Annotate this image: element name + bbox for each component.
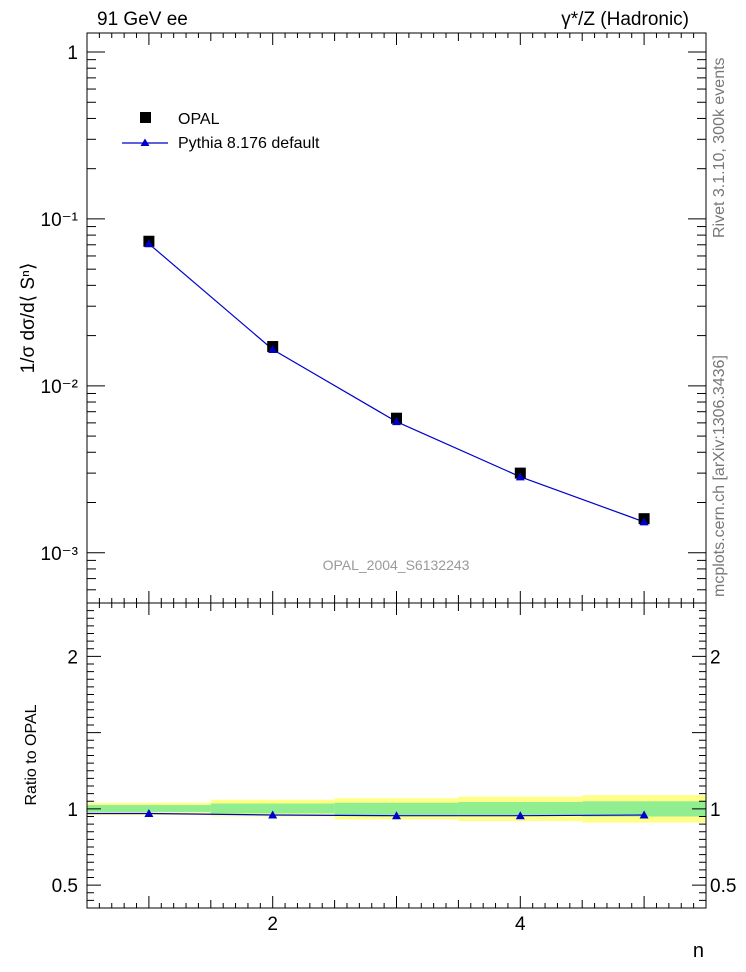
pythia-data-point	[639, 517, 649, 526]
legend-pythia-marker	[140, 138, 150, 146]
pythia-data-point	[144, 239, 154, 248]
pythia-line	[148, 243, 645, 523]
main-y-tick-label: 10⁻¹	[41, 210, 79, 231]
x-tick-label: 4	[515, 914, 526, 935]
mcplots-source-label: mcplots.cern.ch [arXiv:1306.3436]	[711, 355, 728, 597]
ratio-data-point	[268, 810, 278, 819]
pythia-data-point	[515, 472, 525, 481]
legend-opal-label: OPAL	[178, 111, 220, 128]
ratio-y-tick-label-right: 2	[710, 647, 721, 668]
legend: OPAL Pythia 8.176 default	[122, 111, 320, 152]
ratio-bands-layer	[87, 795, 706, 823]
stat-band	[458, 802, 583, 815]
ratio-data-point	[639, 810, 649, 819]
ratio-y-tick-label: 2	[67, 647, 78, 668]
ratio-data-point	[144, 808, 154, 817]
ratio-line	[87, 812, 645, 817]
ratio-data-point	[392, 811, 401, 820]
main-y-axis-label: 1/σ dσ/d⟨ Sⁿ⟩	[18, 263, 39, 374]
x-tick-label: 2	[267, 914, 278, 935]
stat-band	[87, 805, 211, 812]
ratio-data-layer	[87, 808, 649, 820]
ratio-frame	[86, 602, 707, 909]
pythia-data-point	[268, 345, 278, 354]
main-y-tick-label: 1	[67, 43, 78, 64]
main-y-tick-label: 10⁻³	[41, 544, 79, 565]
legend-pythia-label: Pythia 8.176 default	[178, 135, 320, 152]
stat-band	[582, 801, 706, 817]
ratio-panel: 2 4 0.5 0.5 1 1 2 2 Ratio to OPAL n	[23, 602, 736, 962]
main-panel: 10⁻³ 10⁻² 10⁻¹ 1 OPAL_2004_S6132243 1/σ dσ/…	[18, 32, 707, 604]
ratio-y-axis-label: Ratio to OPAL	[23, 704, 40, 805]
legend-opal-marker	[140, 112, 151, 123]
header-right-label: γ*/Z (Hadronic)	[561, 9, 689, 30]
rivet-version-label: Rivet 3.1.10, 300k events	[711, 57, 728, 238]
main-y-tick-label: 10⁻²	[41, 377, 79, 398]
watermark-label: OPAL_2004_S6132243	[323, 557, 470, 573]
ratio-y-tick-label-right: 1	[710, 800, 721, 821]
header-left-label: 91 GeV ee	[97, 9, 188, 30]
ratio-data-point	[515, 811, 525, 820]
ratio-y-tick-label: 1	[67, 800, 78, 821]
ratio-axis-ticks: 2 4 0.5 0.5 1 1 2 2	[52, 602, 736, 935]
ratio-y-tick-label: 0.5	[52, 876, 78, 897]
x-axis-label: n	[693, 940, 704, 962]
ratio-y-tick-label-right: 0.5	[710, 876, 736, 897]
stat-band	[334, 802, 459, 815]
main-data-layer	[143, 235, 650, 526]
stat-band	[210, 803, 335, 814]
pythia-data-point	[392, 417, 401, 426]
main-axis-ticks: 10⁻³ 10⁻² 10⁻¹ 1	[41, 33, 707, 604]
